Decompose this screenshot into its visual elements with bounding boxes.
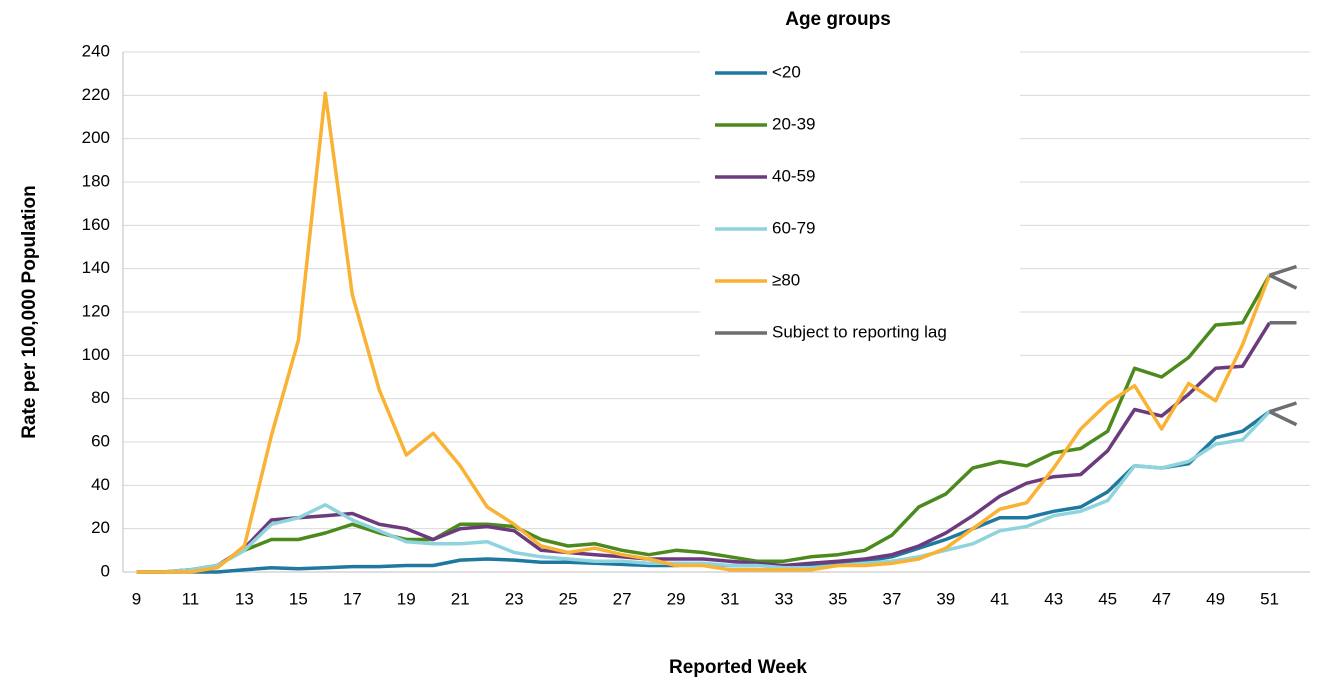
grid: 0 20 40 60 80 100 120 140 160 180 200 220 240 9 11 13 15… (82, 41, 1310, 608)
lag-line (1268, 264, 1298, 277)
legend: <20 20-39 40-59 60-79 ≥80 Subject to reportin… (700, 48, 1020, 370)
y-tick-label: 240 (82, 41, 110, 60)
series-line (136, 91, 1272, 574)
y-tick-label: 60 (91, 431, 110, 450)
x-tick-label: 21 (451, 589, 470, 608)
legend-label: 40-59 (772, 166, 815, 185)
x-tick-label: 47 (1152, 589, 1171, 608)
y-tick-label: 120 (82, 301, 110, 320)
x-tick-label: 23 (505, 589, 524, 608)
y-tick-label: 220 (82, 85, 110, 104)
x-tick-label: 19 (397, 589, 416, 608)
lag-line (1268, 273, 1298, 290)
x-tick-label: 9 (132, 589, 141, 608)
x-tick-label: 33 (774, 589, 793, 608)
x-tick-label: 17 (343, 589, 362, 608)
y-tick-label: 20 (91, 518, 110, 537)
x-axis-label: Reported Week (669, 657, 807, 678)
y-tick-label: 180 (82, 171, 110, 190)
x-tick-label: 15 (289, 589, 308, 608)
x-tick-label: 41 (990, 589, 1009, 608)
legend-label: 20-39 (772, 114, 815, 133)
lag-line (1268, 410, 1298, 427)
y-tick-label: 40 (91, 475, 110, 494)
x-tick-label: 51 (1260, 589, 1279, 608)
x-tick-label: 11 (182, 589, 200, 608)
x-tick-label: 29 (667, 589, 686, 608)
legend-title: Age groups (785, 9, 891, 30)
lag-line (1268, 401, 1298, 414)
series-line (136, 410, 1271, 574)
legend-label: Subject to reporting lag (772, 322, 947, 341)
y-tick-label: 80 (91, 388, 110, 407)
legend-box (700, 48, 1020, 370)
y-axis-label: Rate per 100,000 Population (19, 185, 40, 438)
x-tick-label: 45 (1098, 589, 1117, 608)
y-tick-label: 140 (82, 258, 110, 277)
x-tick-label: 43 (1044, 589, 1063, 608)
y-tick-label: 160 (82, 215, 110, 234)
x-tick-label: 13 (235, 589, 254, 608)
series-line (136, 274, 1272, 574)
x-tick-label: 49 (1206, 589, 1225, 608)
y-tick-label: 0 (101, 561, 110, 580)
y-tick-label: 200 (82, 128, 110, 147)
x-tick-label: 35 (828, 589, 847, 608)
y-tick-label: 100 (82, 345, 110, 364)
legend-label: <20 (772, 62, 801, 81)
x-tick-label: 27 (613, 589, 632, 608)
x-tick-label: 31 (721, 589, 740, 608)
legend-label: 60-79 (772, 218, 815, 237)
x-tick-label: 37 (882, 589, 901, 608)
x-tick-label: 39 (936, 589, 955, 608)
x-tick-label: 25 (559, 589, 578, 608)
plot-area (136, 91, 1298, 574)
series-line (136, 321, 1271, 574)
legend-label: ≥80 (772, 270, 800, 289)
